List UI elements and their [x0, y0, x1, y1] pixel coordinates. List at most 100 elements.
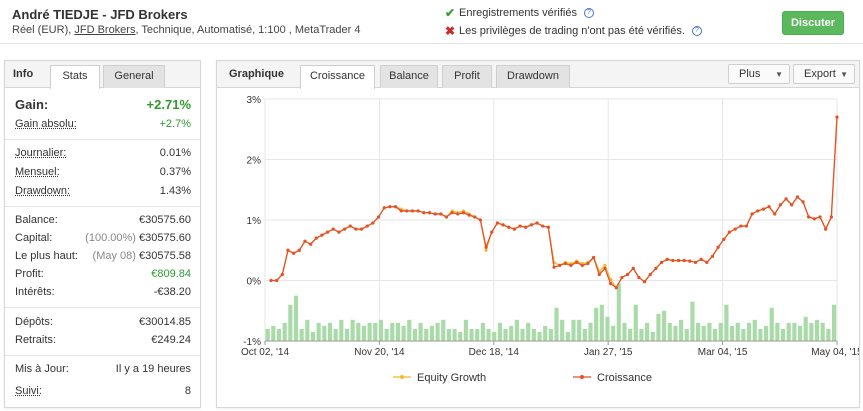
growth-point	[642, 280, 647, 284]
growth-point	[405, 209, 409, 213]
profit-row: Profit: €809.84	[15, 268, 191, 282]
equity-growth-point	[603, 263, 607, 267]
monthly-label[interactable]: Mensuel:	[15, 166, 60, 178]
growth-point	[631, 266, 635, 270]
export-label: Export	[804, 68, 836, 80]
growth-point	[603, 266, 607, 270]
volume-bar	[339, 319, 344, 341]
broker-link[interactable]: JFD Brokers	[74, 24, 136, 36]
plus-dropdown[interactable]: Plus ▼	[728, 64, 790, 84]
volume-bar	[775, 322, 780, 341]
volume-bar	[344, 328, 350, 341]
growth-point	[275, 278, 279, 283]
volume-bar	[316, 322, 321, 341]
growth-point	[727, 230, 732, 234]
growth-point	[507, 225, 511, 229]
account-details: , Technique, Automatisé, 1:100 , MetaTra…	[135, 24, 361, 36]
volume-bar	[322, 325, 327, 341]
volume-bar	[633, 304, 638, 341]
x-tick-label: Dec 18, '14	[469, 347, 520, 358]
growth-point	[824, 227, 828, 231]
tab-stats[interactable]: Stats	[50, 65, 100, 89]
volume-bar	[412, 328, 418, 341]
absolute-gain-row: Gain absolu: +2.7%	[15, 118, 191, 132]
drawdown-label[interactable]: Drawdown:	[15, 185, 71, 197]
y-tick-label: -1%	[243, 337, 261, 348]
growth-point	[280, 272, 284, 277]
check-icon: ✔	[445, 6, 456, 20]
growth-point	[546, 225, 550, 229]
export-dropdown[interactable]: Export ▼	[793, 64, 855, 84]
x-tick-label: May 04, '15	[811, 347, 859, 358]
growth-point	[609, 281, 613, 286]
growth-point	[393, 205, 398, 209]
absolute-gain-label[interactable]: Gain absolu:	[15, 118, 77, 130]
growth-point	[682, 258, 686, 263]
stats-panel: Info Stats General Gain: +2.71% Gain abs…	[4, 60, 201, 408]
equity-value: (100.00%) €30575.60	[85, 232, 191, 244]
volume-bar	[531, 328, 536, 341]
followers-label[interactable]: Suivi:	[15, 385, 42, 397]
plus-label: Plus	[739, 68, 761, 80]
volume-bar	[571, 319, 576, 341]
volume-bar	[820, 322, 825, 341]
growth-point	[569, 263, 573, 267]
deposits-value: €30014.85	[139, 316, 191, 328]
growth-point	[518, 224, 522, 228]
discuss-button[interactable]: Discuter	[782, 11, 844, 35]
growth-point	[592, 255, 596, 260]
y-tick-label: 2%	[247, 156, 262, 167]
growth-point	[773, 212, 777, 216]
volume-bar	[616, 283, 621, 341]
volume-bar	[390, 322, 395, 341]
growth-point	[309, 242, 313, 246]
gain-row: Gain: +2.71%	[15, 97, 191, 113]
profit-value: €809.84	[151, 268, 191, 280]
updated-label: Mis à Jour:	[15, 363, 69, 375]
daily-label[interactable]: Journalier:	[15, 147, 67, 159]
x-tick-label: Mar 04, '15	[698, 347, 748, 358]
growth-point	[637, 275, 641, 280]
growth-point	[461, 211, 466, 215]
volume-bar	[622, 322, 627, 341]
growth-point	[744, 224, 749, 228]
growth-point	[314, 236, 318, 240]
growth-point	[450, 211, 454, 215]
volume-bar	[446, 328, 451, 341]
growth-point	[371, 221, 375, 225]
help-icon[interactable]: ?	[584, 8, 594, 18]
monthly-value: 0.37%	[159, 166, 191, 178]
cross-icon: ✖	[445, 24, 456, 38]
growth-point	[659, 260, 664, 264]
growth-point	[399, 209, 403, 213]
volume-bar	[752, 319, 757, 341]
growth-point	[348, 224, 352, 228]
help-icon[interactable]: ?	[691, 26, 702, 36]
volume-bar	[543, 325, 548, 341]
volume-bar	[492, 331, 497, 341]
volume-bar	[407, 319, 412, 341]
growth-point	[388, 205, 392, 209]
tab-profit[interactable]: Profit	[442, 65, 492, 88]
volume-bar	[741, 328, 746, 341]
growth-point	[722, 237, 726, 241]
growth-point	[342, 227, 347, 231]
withdrawals-value: €249.24	[151, 334, 191, 346]
growth-point	[331, 227, 335, 231]
legend-growth: Croissance	[597, 372, 652, 384]
growth-point	[676, 258, 681, 263]
volume-bar	[350, 319, 355, 341]
tab-balance[interactable]: Balance	[380, 65, 438, 88]
y-tick-label: 1%	[247, 216, 262, 227]
growth-point	[739, 224, 743, 228]
growth-point	[354, 227, 358, 231]
tab-general[interactable]: General	[103, 65, 165, 88]
volume-bar	[673, 325, 678, 341]
tab-drawdown[interactable]: Drawdown	[496, 65, 570, 88]
growth-point	[524, 225, 528, 229]
legend-equity-growth: Equity Growth	[417, 372, 486, 384]
account-subtitle: Réel (EUR), JFD Brokers, Technique, Auto…	[12, 24, 361, 36]
volume-bar	[384, 328, 389, 341]
growth-point	[671, 258, 675, 263]
tab-growth[interactable]: Croissance	[300, 65, 375, 89]
